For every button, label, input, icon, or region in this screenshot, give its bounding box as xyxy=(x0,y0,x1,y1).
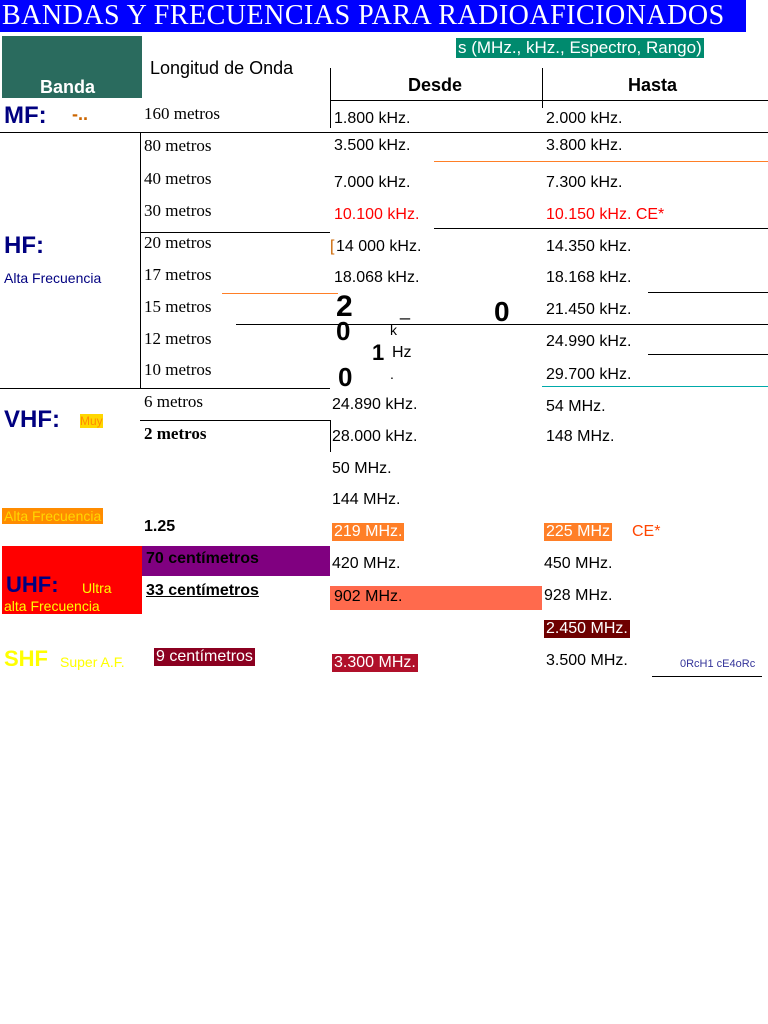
hasta-value: 14.350 kHz. xyxy=(546,238,632,255)
header-hasta: Hasta xyxy=(628,75,678,95)
desde-value: 7.000 kHz. xyxy=(334,174,411,191)
desde-value: 219 MHz. xyxy=(332,523,405,541)
desde-bg xyxy=(330,586,542,610)
desde-value: 10.100 kHz. xyxy=(334,206,420,223)
garbled-char: 0 xyxy=(338,362,353,392)
band-uhf-ultra: Ultra xyxy=(82,580,112,596)
divider xyxy=(140,232,330,233)
divider xyxy=(222,293,338,294)
desde-value: 14 000 kHz. xyxy=(336,238,422,255)
wavelength: 17 metros xyxy=(144,265,212,284)
divider xyxy=(330,420,331,452)
band-hf-sub: Alta Frecuencia xyxy=(4,270,102,286)
wavelength: 80 metros xyxy=(144,136,212,155)
wavelength: 1.25 xyxy=(144,518,176,535)
wavelength: 40 metros xyxy=(144,169,212,188)
divider xyxy=(330,68,331,128)
wavelength: 70 centímetros xyxy=(146,550,259,567)
wavelength: 9 centímetros xyxy=(154,648,255,666)
wavelength: 10 metros xyxy=(144,360,212,379)
desde-value: 144 MHz. xyxy=(332,491,401,508)
hasta-value: 21.450 kHz. xyxy=(546,301,632,318)
wavelength: 2 metros xyxy=(144,424,207,443)
wavelength: 20 metros xyxy=(144,233,212,252)
desde-value: 50 MHz. xyxy=(332,460,392,477)
wavelength: 12 metros xyxy=(144,329,212,348)
desde-value: 3.500 kHz. xyxy=(334,137,411,154)
divider xyxy=(0,132,768,133)
wavelength: 160 metros xyxy=(144,104,221,123)
divider xyxy=(648,354,768,355)
hasta-value: 2.000 kHz. xyxy=(546,110,623,127)
garbled-char: Hz xyxy=(392,344,412,361)
band-shf-sub: Super A.F. xyxy=(60,654,125,670)
band-shf: SHF xyxy=(4,646,48,671)
header-desde: Desde xyxy=(408,75,463,95)
desde-value: 28.000 kHz. xyxy=(332,428,418,445)
hasta-value: 7.300 kHz. xyxy=(546,174,623,191)
wavelength: 33 centímetros xyxy=(146,582,259,599)
hasta-value: 148 MHz. xyxy=(546,428,615,445)
footnote: 0RcH1 cE4oRc xyxy=(680,658,756,670)
divider xyxy=(236,324,768,325)
garbled-char: . xyxy=(390,366,394,382)
band-uhf: UHF: xyxy=(6,572,59,597)
divider xyxy=(140,132,141,388)
header-longitud: Longitud de Onda xyxy=(150,58,294,78)
divider xyxy=(0,388,140,389)
page-title: BANDAS Y FRECUENCIAS PARA RADIOAFICIONAD… xyxy=(0,0,746,32)
desde-value: 24.890 kHz. xyxy=(332,396,418,413)
divider xyxy=(140,388,330,389)
divider xyxy=(542,68,543,108)
desde-bracket: [ xyxy=(330,238,335,255)
band-vhf: VHF: xyxy=(4,406,60,433)
divider xyxy=(648,292,768,293)
divider xyxy=(330,100,768,101)
wavelength: 15 metros xyxy=(144,297,212,316)
desde-value: 3.300 MHz. xyxy=(332,654,418,672)
band-mf-mark: -.. xyxy=(72,104,88,124)
band-vhf-sub: Alta Frecuencia xyxy=(2,508,104,524)
wavelength: 30 metros xyxy=(144,201,212,220)
desde-value: 18.068 kHz. xyxy=(334,269,420,286)
divider xyxy=(140,420,330,421)
band-hf: HF: xyxy=(4,232,44,259)
divider xyxy=(434,161,768,162)
hasta-value: 3.500 MHz. xyxy=(546,652,628,669)
garbled-char: 0 xyxy=(494,296,510,327)
garbled-char: 0 xyxy=(336,316,351,346)
hasta-value: 10.150 kHz. CE* xyxy=(546,206,665,223)
garbled-char: _ xyxy=(400,300,411,320)
hasta-value: 450 MHz. xyxy=(544,555,613,572)
hasta-value: 24.990 kHz. xyxy=(546,333,632,350)
hasta-value: 29.700 kHz. xyxy=(546,366,632,383)
desde-value: 1.800 kHz. xyxy=(334,110,411,127)
hasta-value: 18.168 kHz. xyxy=(546,269,632,286)
header-banda: Banda xyxy=(2,36,142,98)
wavelength: 6 metros xyxy=(144,392,204,411)
hasta-value: 3.800 kHz. xyxy=(546,137,623,154)
garbled-char: 2 xyxy=(336,290,353,323)
hasta-value: 225 MHz xyxy=(544,523,613,541)
hasta-value: 928 MHz. xyxy=(544,587,613,604)
divider xyxy=(652,676,762,677)
band-mf: MF: xyxy=(4,102,47,129)
garbled-char: 1 xyxy=(372,340,385,365)
hasta-value: 54 MHz. xyxy=(546,398,606,415)
desde-value: 420 MHz. xyxy=(332,555,401,572)
garbled-char: k xyxy=(390,322,397,338)
band-uhf-sub: alta Frecuencia xyxy=(4,598,100,614)
desde-value: 902 MHz. xyxy=(334,588,403,605)
hasta-value: 2.450 MHz. xyxy=(544,620,630,638)
uhf-block xyxy=(2,546,142,614)
subtitle: s (MHz., kHz., Espectro, Rango) xyxy=(456,38,704,58)
hasta-note: CE* xyxy=(632,523,661,540)
band-vhf-muy: Muy xyxy=(80,414,103,428)
divider xyxy=(434,228,768,229)
wavelength-bg xyxy=(142,546,330,576)
divider xyxy=(542,386,768,387)
